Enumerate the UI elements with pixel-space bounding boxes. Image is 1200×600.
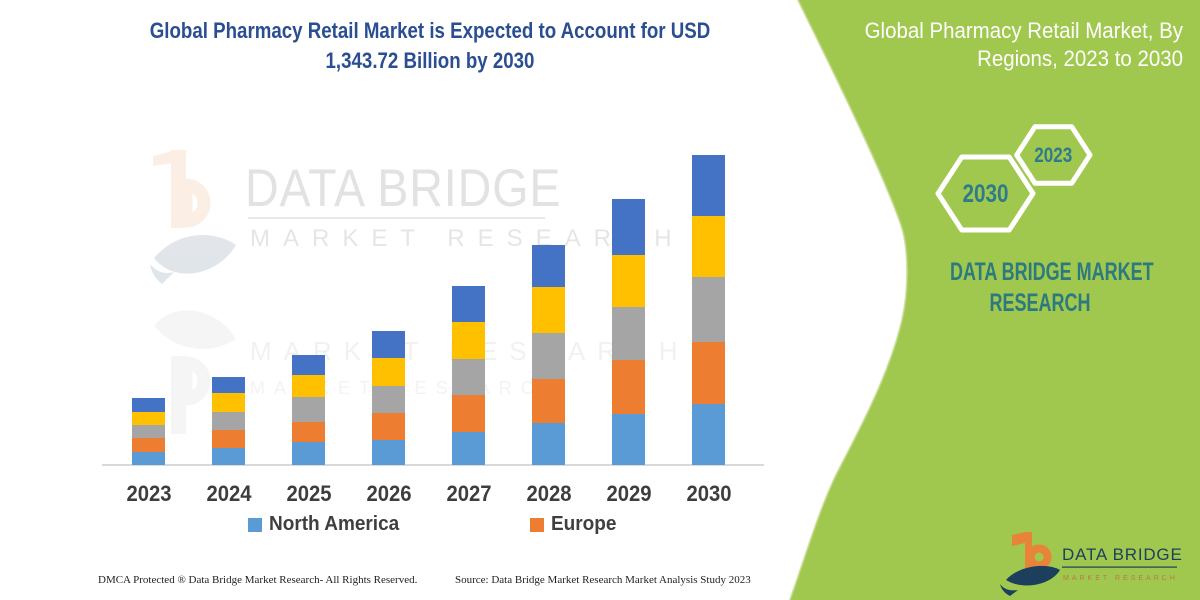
x-axis-label-2023: 2023: [125, 481, 172, 506]
bar-segment-series-3: [372, 386, 406, 414]
legend-label: Europe: [551, 513, 617, 535]
bar-segment-series-4: [452, 322, 486, 360]
watermark-sub: MARKET RESEARCH: [250, 225, 685, 252]
x-axis-label-2024: 2024: [206, 481, 252, 506]
bar-segment-series-5: [292, 355, 326, 376]
databridge-logo: DATA BRIDGE MARKET RESEARCH: [1000, 530, 1200, 600]
bar-segment-north-america: [532, 423, 566, 465]
chart-title: Global Pharmacy Retail Market is Expecte…: [149, 18, 711, 73]
bar-segment-series-3: [132, 424, 165, 439]
bar-segment-north-america: [452, 432, 486, 465]
bar-segment-europe: [612, 360, 646, 415]
bar-segment-europe: [292, 421, 326, 442]
panel-brand-text: DATA BRIDGE MARKET RESEARCH: [950, 257, 1154, 320]
bar-2023: [132, 398, 165, 465]
bar-segment-series-3: [692, 277, 726, 343]
panel-brand-line2: RESEARCH: [989, 289, 1091, 318]
panel-title: Global Pharmacy Retail Market, By Region…: [864, 18, 1183, 71]
bar-2029: [612, 199, 646, 465]
bar-segment-series-4: [132, 411, 165, 425]
watermark-logo-icon: [150, 149, 236, 434]
bar-2028: [532, 245, 566, 465]
chart-legend: North America Europe: [54, 513, 814, 536]
bar-segment-series-3: [452, 359, 486, 396]
bar-2027: [452, 286, 486, 465]
panel-brand-line1: DATA BRIDGE MARKET: [950, 258, 1154, 286]
dmca-footer: DMCA Protected ® Data Bridge Market Rese…: [98, 574, 418, 586]
source-footer: Source: Data Bridge Market Research Mark…: [455, 574, 751, 586]
x-axis-label-2027: 2027: [446, 481, 492, 506]
bar-segment-series-5: [532, 245, 566, 288]
bar-segment-series-4: [372, 358, 406, 387]
watermark-name: DATA BRIDGE: [245, 159, 562, 218]
logo-name-text: DATA BRIDGE: [1062, 545, 1183, 564]
bar-segment-series-3: [292, 396, 326, 422]
bar-segment-north-america: [372, 440, 406, 465]
bar-2025: [292, 355, 326, 465]
databridge-logo-icon: DATA BRIDGE MARKET RESEARCH: [1000, 532, 1183, 596]
logo-sub-text: MARKET RESEARCH: [1063, 575, 1178, 582]
x-axis-label-2028: 2028: [526, 481, 572, 506]
bar-segment-north-america: [132, 451, 165, 465]
bar-segment-series-5: [692, 155, 726, 216]
x-axis-label-2026: 2026: [366, 481, 412, 506]
hexagon-2023: [1014, 124, 1093, 186]
bar-segment-north-america: [212, 447, 246, 465]
x-axis-line: [102, 464, 764, 466]
bar-segment-series-3: [532, 333, 566, 379]
bar-segment-north-america: [612, 414, 646, 465]
bar-segment-europe: [132, 438, 165, 452]
bar-segment-europe: [692, 342, 726, 405]
bar-segment-series-5: [612, 199, 646, 256]
hexagon-2030-label: 2030: [963, 180, 1009, 208]
bar-2030: [692, 155, 726, 465]
bar-segment-north-america: [292, 441, 326, 465]
legend-item-north-america: North America: [248, 513, 406, 536]
bar-segment-series-5: [452, 286, 486, 323]
bar-segment-series-4: [532, 287, 566, 334]
legend-label: North America: [269, 513, 400, 535]
hexagon-2030: [935, 154, 1036, 233]
bar-segment-series-5: [132, 398, 165, 412]
bar-segment-europe: [212, 429, 246, 448]
bar-segment-series-4: [212, 393, 246, 412]
watermark-rule: [248, 217, 545, 219]
legend-item-europe: Europe: [530, 513, 620, 536]
bar-segment-north-america: [692, 404, 726, 465]
bar-2026: [372, 331, 406, 465]
legend-swatch: [248, 517, 262, 532]
hexagons: 2030 2023: [935, 124, 1093, 233]
bar-segment-europe: [532, 378, 566, 424]
bar-segment-series-4: [292, 375, 326, 397]
legend-swatch: [530, 517, 545, 532]
bar-segment-series-5: [212, 377, 246, 394]
bar-segment-europe: [452, 395, 486, 433]
bar-2024: [212, 377, 246, 465]
bar-segment-europe: [372, 413, 406, 441]
bar-segment-series-4: [692, 215, 726, 278]
bar-segment-series-3: [612, 306, 646, 361]
x-axis-label-2030: 2030: [686, 481, 732, 506]
bar-segment-series-3: [212, 411, 246, 430]
x-axis-label-2025: 2025: [286, 481, 332, 506]
hexagon-2023-label: 2023: [1034, 144, 1072, 167]
bar-segment-series-4: [612, 255, 646, 307]
x-axis-label-2029: 2029: [606, 481, 652, 506]
bar-segment-series-5: [372, 331, 406, 359]
